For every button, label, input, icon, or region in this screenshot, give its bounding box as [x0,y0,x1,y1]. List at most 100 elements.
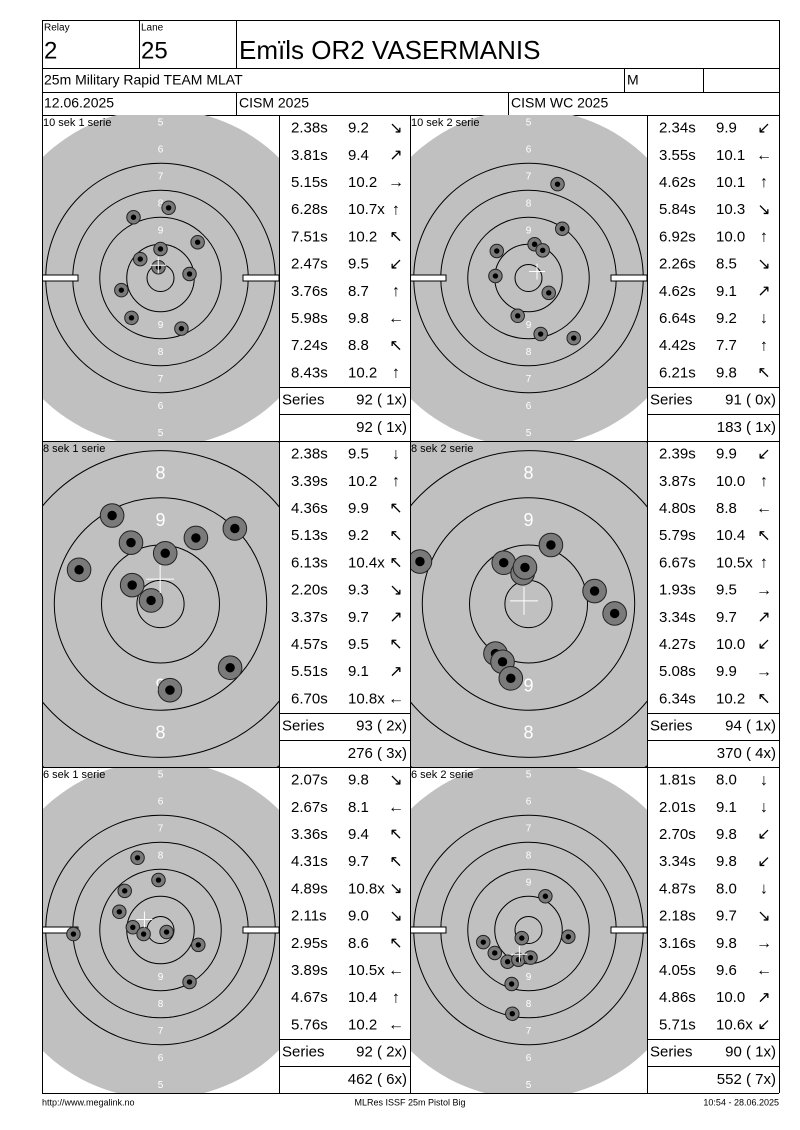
ring-label: 5 [158,117,164,128]
shot-direction: ↑ [760,337,768,354]
ring-label: 5 [526,428,532,439]
hit-center [130,214,137,220]
shot-time: 3.37s [291,609,328,626]
shot-direction: ↙ [757,1017,770,1034]
shot-score: 9.8 [716,364,737,381]
panel-title: 6 sek 1 serie [43,769,105,781]
aiming-bar [410,274,447,282]
shot-direction: ↘ [389,772,402,789]
shot-time: 6.64s [659,310,696,327]
ring-label: 6 [526,796,532,807]
hit-center [134,855,141,861]
hit-center [499,557,509,568]
hit-center [508,981,515,987]
ring-label: 6 [526,144,532,155]
relay: 2 [44,37,57,64]
shot-direction: ↑ [760,555,768,572]
shot-time: 4.87s [659,880,696,897]
hit-center [546,290,552,296]
hit-center [186,271,193,277]
shot-direction: ↘ [757,908,770,925]
shot-time: 3.39s [291,473,328,490]
shot-direction: ↙ [757,826,770,843]
shot-score: 9.2 [716,310,737,327]
shot-direction: ↖ [389,935,402,952]
shot-direction: ↖ [389,636,402,653]
shot-direction: ↖ [389,853,402,870]
shot-time: 4.31s [291,853,328,870]
hit-center [609,608,620,619]
shot-time: 4.86s [659,989,696,1006]
series-label: Series [282,718,325,735]
shot-direction: ↗ [757,283,770,300]
shot-time: 5.84s [659,201,696,218]
hit-center [107,510,117,521]
lane: 25 [141,37,168,64]
shot-time: 1.93s [659,582,696,599]
panels: 5 5 6 6 7 7 8 8 9 9 10 sek 1 serie 2.38s 9.2 ↘ 3.81s 9.… [42,115,780,1094]
hit-center [506,673,516,684]
shot-score: 9.5 [716,582,737,599]
shot-score: 9.4 [348,147,369,164]
shot-time: 2.20s [291,582,328,599]
shot-time: 6.34s [659,690,696,707]
shot-score: 10.3 [716,201,745,218]
shot-time: 2.47s [291,256,328,273]
date: 12.06.2025 [44,95,114,111]
shot-score: 8.8 [716,500,737,517]
panel-title: 10 sek 1 serie [43,117,111,129]
ring-line [514,264,543,292]
ring-label: 8 [526,347,532,358]
shot-score: 8.0 [716,880,737,897]
gender: M [627,72,639,88]
hit-center [70,931,77,937]
shot-score: 10.0 [716,989,745,1006]
ring-label: 7 [158,1026,164,1037]
shot-score: 9.9 [716,446,737,463]
shot-score: 10.1 [716,174,745,191]
shot-direction: ↖ [389,555,402,572]
shot-direction: ↗ [757,609,770,626]
shot-time: 5.15s [291,174,328,191]
aiming-bar [610,274,647,282]
hit-center [165,205,172,211]
ring-label: 9 [523,675,533,695]
hit-center [539,247,546,254]
shot-score: 10.0 [716,228,745,245]
ring-label: 5 [526,769,532,780]
running-total: 92 ( 1x) [356,419,407,436]
ring-label: 8 [526,850,532,861]
shot-direction: ↙ [757,446,770,463]
shot-direction: ↑ [392,201,400,218]
shot-score: 9.9 [348,500,369,517]
hit-center [155,877,162,883]
ring-label: 8 [155,463,165,483]
shot-time: 6.21s [659,364,696,381]
shot-direction: ← [388,310,404,327]
hit-center [520,562,530,573]
shot-time: 4.89s [291,880,328,897]
shot-time: 4.57s [291,636,328,653]
ring-label: 5 [158,428,164,439]
panel-title: 6 sek 2 serie [411,769,473,781]
shot-direction: → [756,663,772,680]
shot-time: 3.55s [659,147,696,164]
shot-direction: ← [388,691,404,708]
shot-direction: ↘ [389,908,402,925]
ring-label: 9 [526,972,532,983]
shot-direction: ↗ [389,609,402,626]
hit-center [571,335,577,341]
shot-score: 9.5 [348,256,369,273]
event: 25m Military Rapid TEAM MLAT [44,72,243,88]
shot-direction: ← [388,1017,404,1034]
hit-center [559,226,565,232]
ring-line [469,544,588,664]
shot-score: 10.1 [716,147,745,164]
ring-label: 9 [158,320,164,331]
ring-label: 6 [526,401,532,412]
ring-label: 6 [158,1053,164,1064]
hit-center [546,540,556,550]
shot-time: 2.26s [659,256,696,273]
